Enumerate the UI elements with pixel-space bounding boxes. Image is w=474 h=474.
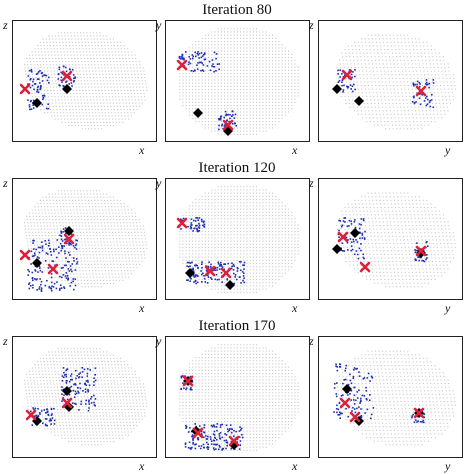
panel-r2-zy [318, 178, 463, 300]
cross-marker [25, 409, 37, 421]
cross-marker [204, 265, 216, 277]
axis-label-vertical: z [3, 18, 8, 32]
cross-marker [413, 407, 425, 419]
point-cloud [24, 190, 148, 288]
selected-points [333, 363, 375, 420]
point-cloud [336, 192, 456, 288]
point-cloud [179, 186, 299, 293]
axis-label-horizontal: y [445, 459, 451, 473]
panel-plot [179, 344, 299, 451]
diamond-marker [64, 226, 74, 236]
cross-marker [176, 59, 188, 71]
axis-label-vertical: y [156, 176, 162, 190]
panel-r1-zy [318, 20, 463, 142]
diamond-marker [332, 84, 342, 94]
cross-marker [19, 249, 31, 261]
panel-r3-zy [318, 336, 463, 458]
panel-plot [176, 28, 299, 136]
cross-marker [341, 69, 353, 81]
point-cloud [336, 34, 456, 130]
selected-points [337, 217, 366, 260]
row-title-iteration-170: Iteration 170 [198, 318, 276, 334]
selected-points [186, 261, 246, 285]
panel-r1-yx [165, 20, 310, 142]
panel-r1-zx [12, 20, 157, 142]
panel-plot [333, 350, 456, 446]
cross-marker [415, 245, 427, 257]
point-cloud [24, 348, 148, 446]
axis-label-vertical: z [309, 18, 314, 32]
axis-label-vertical: y [156, 18, 162, 32]
cross-marker [47, 263, 59, 275]
axis-label-horizontal: x [292, 459, 298, 473]
point-cloud [24, 32, 148, 130]
panel-plot [19, 32, 148, 130]
axis-label-horizontal: x [292, 301, 298, 315]
axis-label-vertical: z [3, 176, 8, 190]
cross-marker [192, 427, 204, 439]
axis-label-vertical: y [156, 334, 162, 348]
axis-label-horizontal: x [139, 301, 145, 315]
cross-marker [415, 85, 427, 97]
panel-r2-zx [12, 178, 157, 300]
cross-marker [349, 411, 361, 423]
panel-plot [332, 192, 456, 288]
selected-points [178, 51, 220, 73]
axis-label-vertical: z [3, 334, 8, 348]
point-cloud [179, 344, 299, 451]
diamond-marker [185, 268, 195, 278]
diamond-marker [62, 386, 72, 396]
axis-label-horizontal: y [445, 143, 451, 157]
diamond-marker [342, 384, 352, 394]
diamond-marker [32, 98, 42, 108]
axis-label-horizontal: x [139, 459, 145, 473]
diamond-marker [32, 258, 42, 268]
diamond-marker [193, 108, 203, 118]
axis-label-horizontal: x [139, 143, 145, 157]
cross-marker [339, 397, 351, 409]
axis-label-vertical: z [309, 176, 314, 190]
panel-plot [332, 34, 456, 130]
panel-r3-yx [165, 336, 310, 458]
row-title-iteration-120: Iteration 120 [198, 160, 276, 176]
cross-marker [222, 119, 234, 131]
diamond-marker [416, 248, 426, 258]
axis-label-horizontal: y [445, 301, 451, 315]
cross-marker [220, 267, 232, 279]
diamond-marker [354, 96, 364, 106]
cross-marker [61, 70, 73, 82]
axis-label-vertical: z [309, 334, 314, 348]
cross-marker [337, 231, 349, 243]
cross-marker [19, 83, 31, 95]
panel-r2-yx [165, 178, 310, 300]
panel-plot [24, 348, 148, 446]
panel-plot [176, 186, 299, 293]
selected-points [178, 217, 206, 233]
cross-marker [63, 233, 75, 245]
diamond-marker [350, 228, 360, 238]
cross-marker [182, 375, 194, 387]
panel-plot [19, 190, 148, 292]
selected-points [27, 69, 50, 111]
panel-r3-zx [12, 336, 157, 458]
row-title-iteration-80: Iteration 80 [202, 2, 272, 18]
selected-points [411, 79, 435, 109]
cross-marker [61, 397, 73, 409]
diamond-marker [225, 280, 235, 290]
point-cloud [179, 28, 299, 135]
cross-marker [228, 435, 240, 447]
cross-marker [176, 217, 188, 229]
axis-label-horizontal: x [292, 143, 298, 157]
diamond-marker [332, 244, 342, 254]
point-cloud [336, 350, 456, 446]
cross-marker [359, 261, 371, 273]
diamond-marker [62, 84, 72, 94]
